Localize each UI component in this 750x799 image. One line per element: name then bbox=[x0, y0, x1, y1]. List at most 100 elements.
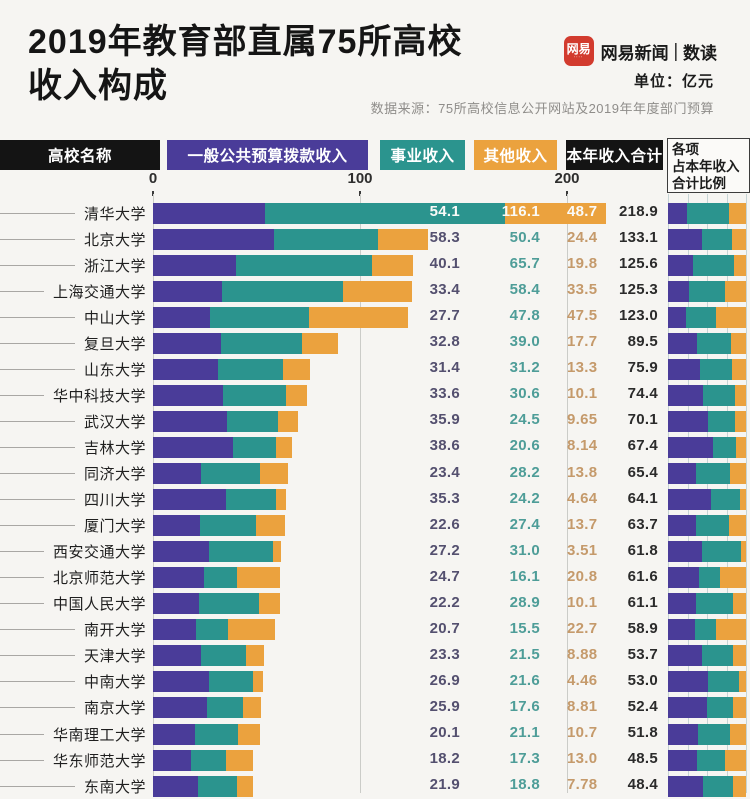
other-income-value: 19.8 bbox=[567, 255, 598, 273]
table-row: 华中科技大学 33.6 30.6 10.1 74.4 bbox=[0, 382, 750, 408]
ratio-bar bbox=[668, 228, 746, 250]
ratio-bar bbox=[668, 671, 746, 693]
budget-income-value: 40.1 bbox=[429, 255, 460, 273]
other-income-value: 4.46 bbox=[567, 671, 598, 689]
operating-income-value: 47.8 bbox=[509, 307, 540, 325]
total-income-value: 58.9 bbox=[627, 619, 658, 637]
total-income-value: 133.1 bbox=[618, 229, 658, 247]
total-income-value: 51.8 bbox=[627, 724, 658, 741]
ratio-segment bbox=[668, 645, 702, 667]
ratio-segment bbox=[741, 541, 746, 563]
table-row: 清华大学 54.1 116.1 48.7 218.9 bbox=[0, 200, 750, 226]
bar-segment bbox=[204, 567, 238, 589]
other-income-value: 22.7 bbox=[567, 619, 598, 637]
university-name: 同济大学 bbox=[83, 466, 146, 483]
bar-segment bbox=[153, 358, 218, 380]
ratio-segment bbox=[668, 593, 697, 615]
other-income-value: 4.64 bbox=[567, 489, 598, 507]
ratio-segment bbox=[668, 567, 700, 589]
bar-segment bbox=[210, 306, 310, 328]
budget-income-value: 21.9 bbox=[429, 776, 460, 794]
stacked-bar bbox=[153, 541, 281, 563]
x-axis: 0 100 200 bbox=[0, 170, 750, 200]
table-row: 厦门大学 22.6 27.4 13.7 63.7 bbox=[0, 513, 750, 539]
budget-income-value: 26.9 bbox=[429, 671, 460, 689]
legend-other-income: 其他收入 bbox=[474, 140, 557, 170]
ratio-bar bbox=[668, 306, 746, 328]
ratio-segment bbox=[736, 436, 746, 458]
row-label-cell: 吉林大学 bbox=[0, 434, 146, 460]
operating-income-value: 30.6 bbox=[509, 385, 540, 403]
bar-segment bbox=[198, 593, 259, 615]
ratio-segment bbox=[668, 619, 696, 641]
bar-segment bbox=[153, 671, 209, 693]
ratio-bar bbox=[668, 515, 746, 537]
ratio-segment bbox=[668, 697, 707, 719]
ratio-segment bbox=[668, 306, 686, 328]
bar-segment bbox=[232, 436, 276, 458]
bar-segment bbox=[259, 463, 289, 484]
ratio-segment bbox=[668, 280, 689, 302]
university-name: 南开大学 bbox=[83, 622, 146, 640]
ratio-segment bbox=[692, 254, 734, 276]
operating-income-value: 31.0 bbox=[509, 541, 540, 559]
table-row: 吉林大学 38.6 20.6 8.14 67.4 bbox=[0, 434, 750, 460]
ratio-segment bbox=[668, 671, 708, 693]
budget-income-value: 25.9 bbox=[429, 697, 460, 715]
table-row: 上海交通大学 33.4 58.4 33.5 125.3 bbox=[0, 278, 750, 304]
bar-segment bbox=[153, 436, 233, 458]
bar-segment bbox=[153, 775, 199, 797]
other-income-value: 13.8 bbox=[567, 463, 598, 481]
row-label-cell: 中山大学 bbox=[0, 304, 146, 330]
legend-operating-income: 事业收入 bbox=[380, 140, 465, 170]
bar-segment bbox=[258, 593, 280, 615]
other-income-value: 13.3 bbox=[567, 359, 598, 377]
total-income-value: 74.4 bbox=[627, 385, 658, 403]
leader-line bbox=[0, 264, 75, 266]
ratio-segment bbox=[735, 384, 746, 406]
bar-segment bbox=[153, 254, 236, 276]
bar-segment bbox=[227, 619, 275, 641]
leader-line bbox=[0, 368, 75, 370]
operating-income-value: 21.6 bbox=[509, 671, 540, 689]
total-income-value: 75.9 bbox=[627, 359, 658, 377]
bar-segment bbox=[273, 541, 281, 563]
operating-income-value: 50.4 bbox=[509, 229, 540, 247]
university-name: 南京大学 bbox=[83, 700, 146, 718]
row-label-cell: 北京大学 bbox=[0, 226, 146, 252]
ratio-segment bbox=[739, 671, 746, 693]
ratio-segment bbox=[733, 254, 746, 276]
budget-income-value: 33.4 bbox=[429, 281, 460, 299]
other-income-value: 8.88 bbox=[567, 645, 598, 663]
ratio-header-line-2: 占本年收入 bbox=[672, 159, 740, 174]
other-income-value: 8.14 bbox=[567, 437, 598, 455]
row-label-cell: 天津大学 bbox=[0, 643, 146, 669]
ratio-segment bbox=[703, 775, 734, 797]
row-label-cell: 南开大学 bbox=[0, 617, 146, 643]
stacked-bar bbox=[153, 463, 289, 484]
stacked-bar bbox=[153, 775, 254, 797]
row-label-cell: 东南大学 bbox=[0, 773, 146, 799]
bar-segment bbox=[278, 410, 298, 432]
bar-segment bbox=[243, 697, 262, 719]
ratio-header-line-3: 合计比例 bbox=[672, 176, 726, 191]
budget-income-value: 32.8 bbox=[429, 333, 460, 351]
budget-income-value: 27.7 bbox=[429, 307, 460, 325]
bar-segment bbox=[153, 567, 205, 589]
other-income-value: 48.7 bbox=[567, 203, 598, 220]
ratio-segment bbox=[668, 202, 688, 224]
ratio-segment bbox=[668, 228, 703, 250]
operating-income-value: 20.6 bbox=[509, 437, 540, 455]
row-label-cell: 华东师范大学 bbox=[0, 747, 146, 773]
ratio-segment bbox=[719, 567, 746, 589]
total-income-value: 64.1 bbox=[627, 489, 658, 507]
university-name: 天津大学 bbox=[83, 648, 146, 666]
other-income-value: 3.51 bbox=[567, 541, 598, 559]
bar-segment bbox=[153, 332, 221, 354]
operating-income-value: 28.9 bbox=[509, 593, 540, 611]
ratio-segment bbox=[668, 775, 704, 797]
bar-segment bbox=[153, 463, 202, 484]
bar-segment bbox=[285, 384, 307, 406]
netease-logo-underline: ···· bbox=[573, 54, 584, 59]
leader-line bbox=[0, 707, 75, 709]
